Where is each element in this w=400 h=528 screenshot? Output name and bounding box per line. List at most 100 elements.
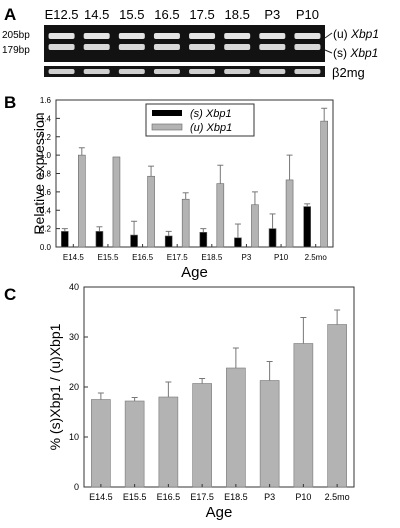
legend-label: (s) Xbp1	[190, 108, 232, 120]
y-axis-title: Relative expression	[31, 112, 47, 234]
legend-swatch	[152, 110, 182, 116]
y-tick-label: 0.2	[40, 225, 52, 234]
bar	[147, 175, 155, 248]
control-band	[118, 69, 145, 74]
x-tick-label: E14.5	[89, 492, 113, 502]
bar	[112, 156, 121, 248]
lane-label: 17.5	[189, 7, 214, 22]
x-tick-label: E18.5	[224, 492, 248, 502]
band-u-pointer	[324, 32, 333, 39]
loading-control-label: β2mg	[332, 65, 365, 80]
band-label-u-prefix: (u)	[333, 27, 351, 41]
bar	[164, 235, 173, 248]
control-band	[224, 69, 251, 74]
bar	[259, 380, 280, 488]
lane-label: 14.5	[84, 7, 109, 22]
control-band	[294, 69, 321, 74]
x-tick-label: E16.5	[132, 253, 153, 262]
bar	[251, 204, 259, 248]
lane-label: P3	[264, 7, 280, 22]
control-band	[153, 69, 180, 74]
y-tick-label: 0	[74, 482, 79, 492]
x-tick-label: E15.5	[97, 253, 118, 262]
gel-band-u	[48, 33, 75, 39]
lane-label: P10	[296, 7, 319, 22]
band-label-s-prefix: (s)	[333, 46, 350, 60]
loading-control-gel	[44, 66, 325, 77]
y-tick-label: 0.4	[40, 206, 52, 215]
y-tick-label: 0.0	[40, 243, 52, 252]
control-band	[189, 69, 216, 74]
gel-band-s	[224, 44, 251, 50]
bar	[199, 232, 208, 248]
lane-label: 16.5	[154, 7, 179, 22]
lane-label: 18.5	[225, 7, 250, 22]
band-s-pointer	[324, 49, 333, 54]
bar	[216, 183, 225, 248]
bar	[327, 324, 347, 488]
y-tick-label: 1.2	[40, 133, 52, 142]
x-tick-label: P3	[264, 492, 275, 502]
lane-label: 15.5	[119, 7, 144, 22]
x-tick-label: E17.5	[190, 492, 214, 502]
x-tick-label: E14.5	[63, 253, 84, 262]
x-tick-label: P10	[274, 253, 289, 262]
gel-band-u	[153, 33, 180, 39]
control-band	[48, 69, 75, 74]
gel-band-s	[153, 44, 180, 50]
gel-band-s	[259, 44, 286, 50]
bar	[95, 231, 104, 248]
gel-band-s	[189, 44, 216, 50]
chart-b: 0.0 0.2 0.4 0.6 0.8 1.0 1.2 1.4 1.6 E14.5 E15.5 E16…	[31, 96, 334, 281]
panel-b-label: B	[4, 93, 16, 112]
gel-band-u	[83, 33, 110, 39]
gel-band-u	[294, 33, 321, 39]
gel-band-s	[118, 44, 145, 50]
legend-label: (u) Xbp1	[190, 122, 232, 134]
y-tick-label: 1.6	[40, 96, 52, 105]
lane-label: E12.5	[45, 7, 79, 22]
bar	[158, 396, 179, 488]
bar	[226, 367, 246, 488]
gel-band-u	[224, 33, 251, 39]
bar	[91, 399, 111, 488]
control-band	[259, 69, 286, 74]
gel-band-u	[259, 33, 286, 39]
x-tick-label: E18.5	[201, 253, 222, 262]
bar	[320, 120, 328, 248]
y-tick-label: 40	[69, 282, 79, 292]
loading-control-bands	[48, 69, 321, 74]
gel-image	[44, 25, 325, 62]
band-label-u: (u) Xbp1	[333, 27, 379, 41]
bar	[61, 231, 69, 248]
gel-band-s	[48, 44, 75, 50]
x-axis-title: Age	[181, 264, 208, 281]
y-tick-label: 10	[69, 432, 79, 442]
bar	[285, 179, 294, 248]
x-tick-label: 2.5mo	[305, 253, 328, 262]
size-marker-205: 205bp	[2, 30, 30, 41]
x-tick-label: P3	[242, 253, 252, 262]
band-label-s-gene: Xbp1	[349, 46, 378, 60]
y-tick-label: 0.6	[40, 188, 52, 197]
x-tick-label: E17.5	[167, 253, 188, 262]
bar	[124, 400, 145, 488]
bar	[181, 198, 190, 248]
y-axis-title: % (s)Xbp1 / (u)Xbp1	[47, 323, 63, 450]
gel-band-s	[83, 44, 110, 50]
bar	[234, 237, 242, 248]
gel-lane-labels: E12.5 14.5 15.5 16.5 17.5 18.5 P3 P10	[45, 7, 319, 22]
bar	[303, 206, 311, 248]
band-label-u-gene: Xbp1	[350, 27, 379, 41]
bar	[293, 343, 314, 488]
y-tick-label: 1.0	[40, 151, 52, 160]
gel-band-u	[189, 33, 216, 39]
legend: (s) Xbp1 (u) Xbp1	[145, 103, 255, 137]
x-tick-label: E15.5	[123, 492, 147, 502]
legend-swatch	[151, 123, 183, 131]
y-tick-label: 30	[69, 332, 79, 342]
bar	[268, 228, 277, 248]
gel-bands	[48, 33, 321, 50]
plot-frame	[83, 286, 355, 488]
